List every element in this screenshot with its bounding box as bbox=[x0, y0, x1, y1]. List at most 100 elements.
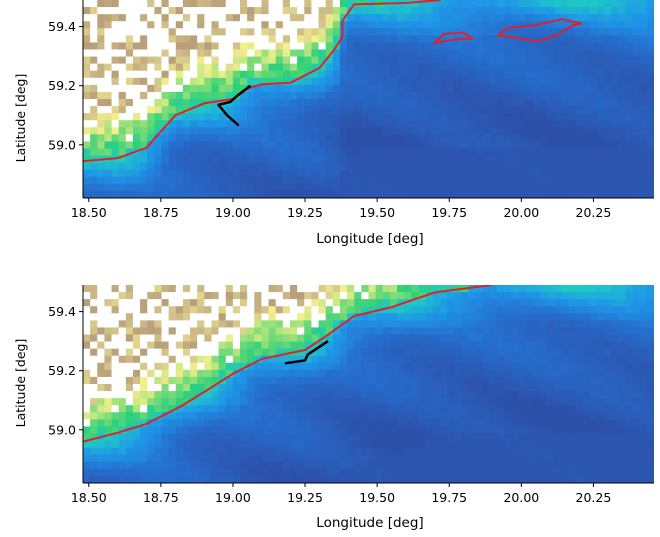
depth-cell bbox=[240, 99, 248, 107]
depth-cell bbox=[475, 155, 484, 164]
depth-cell bbox=[411, 292, 420, 300]
depth-cell bbox=[504, 334, 512, 343]
depth-cell bbox=[432, 362, 441, 371]
depth-cell bbox=[111, 348, 120, 357]
depth-cell bbox=[432, 475, 441, 483]
depth-cell bbox=[375, 461, 384, 470]
depth-cell bbox=[97, 426, 106, 435]
depth-cell bbox=[489, 341, 498, 350]
depth-cell bbox=[496, 162, 505, 171]
depth-cell bbox=[539, 313, 548, 321]
depth-cell bbox=[261, 384, 270, 392]
depth-cell bbox=[311, 376, 320, 385]
depth-cell bbox=[382, 63, 391, 72]
depth-cell bbox=[268, 148, 277, 157]
depth-cell bbox=[90, 148, 98, 157]
depth-cell bbox=[489, 155, 498, 164]
depth-cell bbox=[568, 454, 577, 463]
depth-cell bbox=[361, 63, 370, 72]
depth-cell bbox=[261, 120, 270, 128]
depth-cell bbox=[204, 162, 213, 171]
depth-cell bbox=[211, 56, 220, 65]
depth-cell bbox=[118, 475, 127, 483]
depth-cell bbox=[268, 56, 277, 65]
depth-cell bbox=[261, 468, 270, 477]
depth-cell bbox=[154, 433, 163, 442]
depth-cell bbox=[254, 391, 263, 399]
depth-cell bbox=[289, 155, 298, 164]
depth-cell bbox=[225, 21, 234, 29]
depth-cell bbox=[525, 299, 534, 307]
depth-cell bbox=[104, 91, 113, 100]
depth-cell bbox=[468, 7, 477, 15]
depth-cell bbox=[297, 21, 305, 29]
depth-cell bbox=[368, 7, 377, 15]
depth-cell bbox=[297, 369, 305, 378]
depth-cell bbox=[382, 84, 391, 93]
depth-cell bbox=[111, 285, 120, 293]
depth-cell bbox=[347, 412, 355, 420]
depth-cell bbox=[325, 7, 334, 15]
depth-cell bbox=[247, 461, 255, 470]
depth-cell bbox=[389, 419, 398, 428]
depth-cell bbox=[625, 334, 634, 343]
depth-cell bbox=[447, 334, 455, 343]
depth-cell bbox=[411, 35, 420, 44]
depth-cell bbox=[83, 391, 91, 399]
depth-cell bbox=[639, 299, 648, 307]
depth-cell bbox=[232, 148, 241, 157]
depth-cell bbox=[147, 134, 155, 143]
depth-cell bbox=[382, 7, 391, 15]
depth-cell bbox=[389, 433, 398, 442]
depth-cell bbox=[254, 454, 263, 463]
depth-cell bbox=[211, 14, 220, 22]
depth-cell bbox=[447, 84, 455, 93]
depth-cell bbox=[225, 49, 234, 58]
depth-cell bbox=[218, 320, 227, 329]
depth-cell bbox=[354, 63, 362, 72]
depth-cell bbox=[404, 99, 412, 107]
depth-cell bbox=[389, 56, 398, 65]
depth-cell bbox=[354, 461, 362, 470]
depth-cell bbox=[475, 14, 484, 22]
depth-cell bbox=[375, 127, 384, 135]
depth-cell bbox=[397, 412, 405, 420]
depth-cell bbox=[147, 391, 155, 399]
depth-cell bbox=[311, 355, 320, 364]
depth-cell bbox=[411, 77, 420, 86]
depth-cell bbox=[504, 77, 512, 86]
depth-cell bbox=[318, 155, 327, 164]
depth-cell bbox=[404, 91, 412, 100]
depth-cell bbox=[504, 475, 512, 483]
depth-cell bbox=[596, 63, 605, 72]
depth-cell bbox=[482, 134, 491, 143]
depth-cell bbox=[539, 299, 548, 307]
depth-cell bbox=[83, 127, 91, 135]
depth-cell bbox=[218, 412, 227, 420]
depth-cell bbox=[375, 426, 384, 435]
depth-cell bbox=[582, 376, 591, 385]
depth-cell bbox=[468, 14, 477, 22]
depth-cell bbox=[604, 141, 612, 150]
depth-cell bbox=[439, 440, 448, 449]
depth-cell bbox=[268, 454, 277, 463]
depth-cell bbox=[639, 28, 648, 36]
depth-cell bbox=[411, 176, 420, 185]
depth-cell bbox=[639, 376, 648, 385]
depth-cell bbox=[339, 341, 348, 350]
depth-cell bbox=[439, 433, 448, 442]
depth-cell bbox=[311, 183, 320, 192]
depth-cell bbox=[268, 99, 277, 107]
depth-cell bbox=[275, 475, 284, 483]
depth-cell bbox=[275, 169, 284, 178]
depth-cell bbox=[454, 341, 462, 350]
depth-cell bbox=[175, 355, 184, 364]
depth-cell bbox=[468, 155, 477, 164]
y-tick-label: 59.4 bbox=[48, 304, 76, 319]
depth-cell bbox=[632, 120, 641, 128]
depth-cell bbox=[275, 384, 284, 392]
depth-cell bbox=[247, 176, 255, 185]
depth-cell bbox=[275, 355, 284, 364]
depth-cell bbox=[125, 355, 134, 364]
depth-cell bbox=[418, 475, 427, 483]
